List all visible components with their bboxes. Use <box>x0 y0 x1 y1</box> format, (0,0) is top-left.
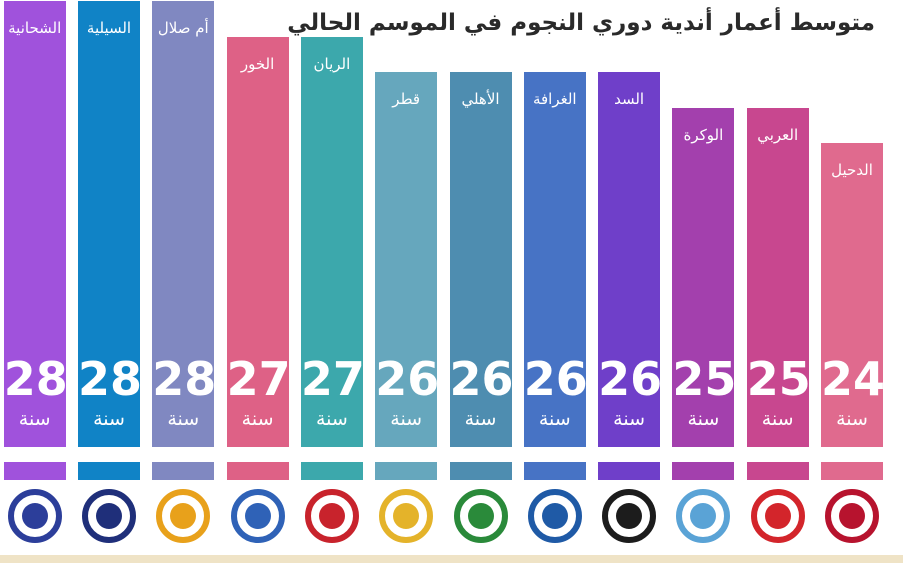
value-label: 26 <box>449 352 514 406</box>
unit-label: سنة <box>241 408 274 430</box>
logo-emblem <box>839 503 865 529</box>
category-label: الخور <box>240 54 275 73</box>
bar <box>523 72 586 447</box>
bar <box>598 72 661 447</box>
arabi-logo <box>750 489 805 543</box>
color-strip <box>300 462 363 480</box>
bar <box>152 1 215 447</box>
value-label: 25 <box>672 352 737 406</box>
value-label: 26 <box>375 352 440 406</box>
sadd-logo <box>602 489 657 543</box>
category-label: العربي <box>757 125 799 144</box>
category-label: الشحانية <box>8 19 62 37</box>
chart-title: متوسط أعمار أندية دوري النجوم في الموسم … <box>287 10 875 36</box>
color-strip <box>78 462 140 480</box>
logo-emblem <box>541 503 568 529</box>
color-strip <box>598 462 661 480</box>
bar <box>78 1 140 447</box>
unit-label: سنة <box>761 408 794 430</box>
qatar-logo <box>379 489 434 543</box>
shahania-logo <box>7 489 62 543</box>
unit-label: سنة <box>613 408 646 430</box>
value-label: 26 <box>523 352 588 406</box>
value-label: 28 <box>78 352 143 406</box>
ahli-logo <box>453 489 508 543</box>
category-label: الغرافة <box>532 90 577 108</box>
unit-label: سنة <box>464 408 497 430</box>
unit-label: سنة <box>93 408 125 430</box>
logo-emblem <box>616 503 643 529</box>
duhail-logo <box>825 489 879 543</box>
bar <box>746 107 809 447</box>
logo-emblem <box>764 503 791 529</box>
bar <box>300 36 363 447</box>
color-strip <box>672 462 735 480</box>
unit-label: سنة <box>687 408 720 430</box>
value-label: 28 <box>152 352 217 406</box>
category-label: الدحيل <box>831 161 873 179</box>
sailiya-logo <box>82 489 136 543</box>
color-strip <box>523 462 586 480</box>
unit-label: سنة <box>538 408 571 430</box>
unit-label: سنة <box>836 408 868 430</box>
color-strip <box>226 462 289 480</box>
value-label: 27 <box>300 352 365 406</box>
value-label: 26 <box>598 352 663 406</box>
rayyan-logo <box>304 489 359 543</box>
category-label: الوكرة <box>683 125 724 144</box>
bar <box>226 36 289 447</box>
category-label: قطر <box>392 90 421 108</box>
category-label: الأهلي <box>461 90 500 108</box>
bar <box>672 107 735 447</box>
logo-emblem <box>467 503 494 529</box>
unit-label: سنة <box>315 408 348 430</box>
baseline-strip <box>0 555 903 563</box>
umm-salal-logo <box>156 489 211 543</box>
logo-emblem <box>170 503 197 529</box>
unit-label: سنة <box>167 408 200 430</box>
value-label: 25 <box>746 352 811 406</box>
bar <box>375 72 438 447</box>
gharafa-logo <box>527 489 582 543</box>
category-label: الريان <box>313 54 351 73</box>
logo-emblem <box>21 503 48 529</box>
unit-label: سنة <box>18 408 51 430</box>
value-label: 28 <box>3 352 68 406</box>
wakra-logo <box>676 489 731 543</box>
khor-logo <box>230 489 285 543</box>
logo-emblem <box>318 503 345 529</box>
color-strip <box>375 462 438 480</box>
value-label: 27 <box>226 352 291 406</box>
color-strip <box>821 462 883 480</box>
logo-emblem <box>690 503 717 529</box>
logo-emblem <box>244 503 271 529</box>
bar <box>3 1 66 447</box>
bar <box>449 72 512 447</box>
category-label: السد <box>614 90 645 108</box>
color-strip <box>3 462 66 480</box>
color-strip <box>152 462 215 480</box>
logo-emblem <box>393 503 420 529</box>
bar <box>821 143 883 447</box>
category-label: أم صلال <box>157 19 209 37</box>
color-strip <box>746 462 809 480</box>
logo-emblem <box>96 503 122 529</box>
category-label: السيلية <box>86 19 132 37</box>
unit-label: سنة <box>390 408 423 430</box>
value-label: 24 <box>821 352 886 406</box>
color-strip <box>449 462 512 480</box>
